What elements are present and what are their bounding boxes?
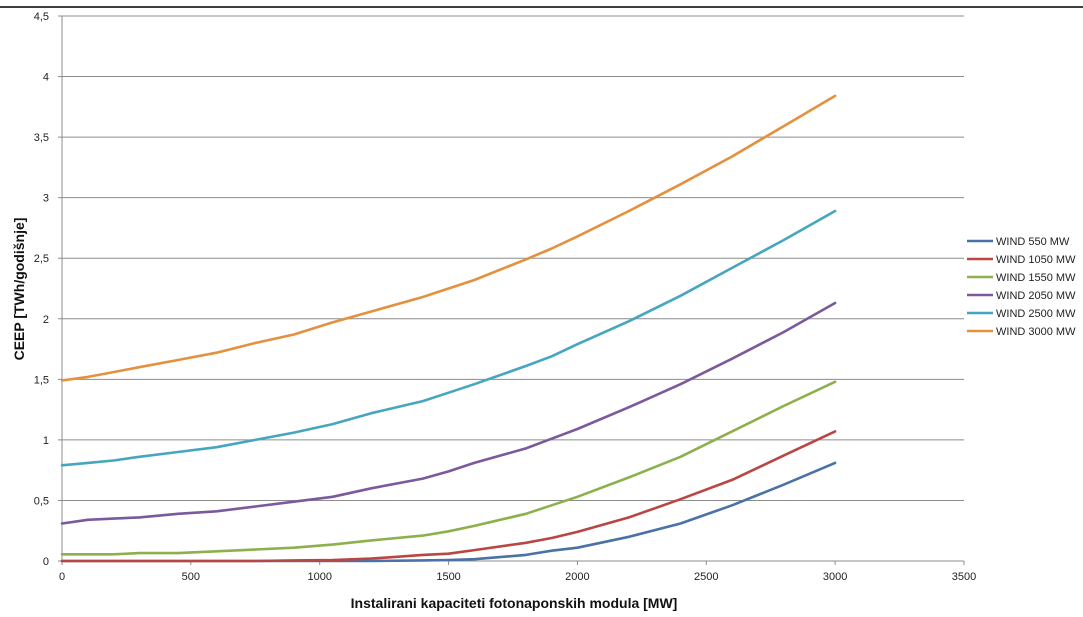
y-tick-label: 1 bbox=[43, 435, 49, 447]
axes bbox=[58, 15, 965, 565]
series-line bbox=[60, 301, 837, 525]
x-tick-label: 500 bbox=[182, 571, 200, 583]
x-tick-label: 3000 bbox=[823, 571, 847, 583]
gridlines bbox=[62, 15, 964, 501]
x-tick-label: 0 bbox=[59, 571, 65, 583]
series-line bbox=[60, 94, 837, 382]
y-axis-title: CEEP [TWh/godišnje] bbox=[11, 218, 27, 361]
y-tick-label: 3 bbox=[43, 193, 49, 205]
y-tick-label: 0 bbox=[43, 556, 49, 568]
x-tick-label: 3500 bbox=[952, 571, 976, 583]
series-line bbox=[60, 380, 837, 556]
tick-labels: 0 0,5 1 1,5 2 2,5 3 3,5 4 4,5 0 500 1000 1500 2000 2500… bbox=[34, 11, 977, 583]
series-lines bbox=[60, 94, 837, 563]
x-tick-label: 2000 bbox=[565, 571, 589, 583]
y-tick-label: 1,5 bbox=[34, 374, 49, 386]
series-line bbox=[60, 430, 837, 563]
legend-label: WIND 2500 MW bbox=[996, 308, 1076, 320]
series-line bbox=[60, 461, 837, 563]
y-tick-label: 2 bbox=[43, 314, 49, 326]
x-axis-title: Instalirani kapaciteti fotonaponskih mod… bbox=[351, 595, 678, 611]
legend-label: WIND 2050 MW bbox=[996, 290, 1076, 302]
series-line bbox=[60, 209, 837, 467]
legend-label: WIND 1550 MW bbox=[996, 272, 1076, 284]
x-tick-label: 1000 bbox=[307, 571, 331, 583]
legend-label: WIND 1050 MW bbox=[996, 254, 1076, 266]
y-tick-label: 4,5 bbox=[34, 11, 49, 23]
y-tick-label: 4 bbox=[43, 72, 49, 84]
legend: WIND 550 MW WIND 1050 MW WIND 1550 MW WIND … bbox=[967, 236, 1076, 338]
legend-label: WIND 3000 MW bbox=[996, 326, 1076, 338]
y-tick-label: 2,5 bbox=[34, 253, 49, 265]
y-tick-label: 0,5 bbox=[34, 495, 49, 507]
y-tick-label: 3,5 bbox=[34, 132, 49, 144]
x-tick-label: 1500 bbox=[436, 571, 460, 583]
x-tick-label: 2500 bbox=[694, 571, 718, 583]
legend-label: WIND 550 MW bbox=[996, 236, 1070, 248]
